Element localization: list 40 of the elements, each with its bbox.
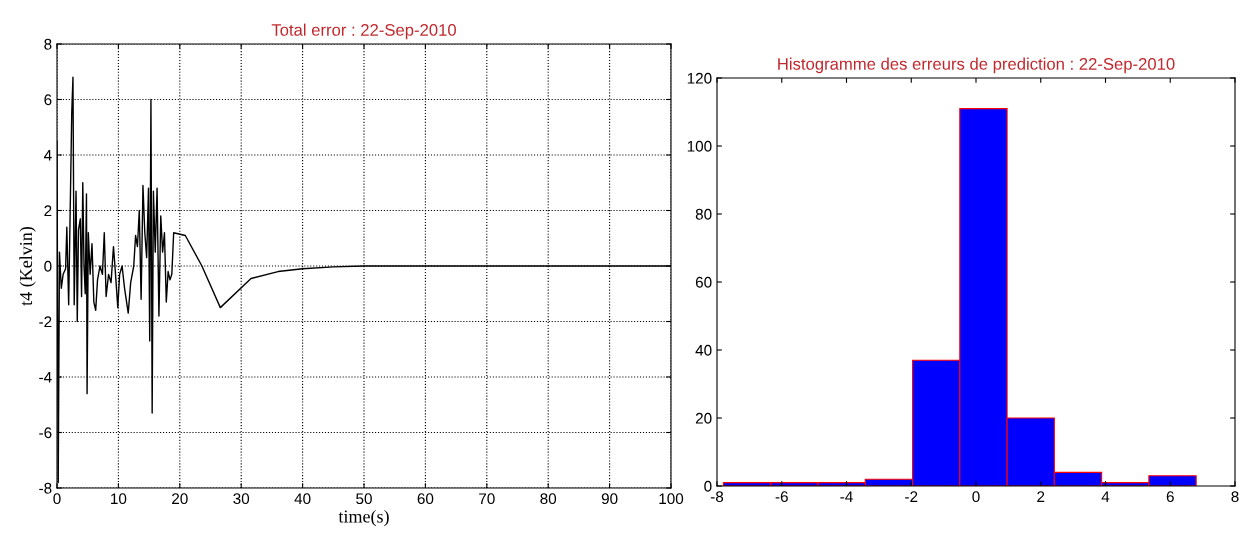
y-tick-label: 8 [44,38,52,50]
y-tick-label: 2 [44,205,52,217]
x-tick-label: 50 [356,493,372,505]
x-tick-label: 40 [294,493,311,505]
x-tick-label: 70 [479,493,495,505]
x-tick-label: -4 [840,491,853,502]
y-tick-label: 0 [44,260,52,272]
x-tick-label: -8 [710,491,724,503]
x-tick-label: 6 [1166,491,1174,503]
x-tick-label: -6 [775,491,788,503]
y-tick-label: 20 [695,412,712,424]
x-tick-label: 20 [172,493,188,505]
x-tick-label: 0 [53,493,61,505]
x-tick-label: 0 [972,491,980,503]
x-axis-title: time(s) [338,509,389,527]
y-tick-label: 6 [44,94,52,106]
y-tick-label: 100 [687,140,712,152]
y-tick-label: 120 [687,72,712,84]
y-axis-title: t4 (Kelvin) [19,226,36,306]
y-tick-label: 4 [43,150,52,161]
y-tick-label: 40 [695,344,712,356]
y-tick-label: -4 [39,372,52,383]
x-tick-label: 10 [111,493,127,505]
chart-title: Total error : 22-Sep-2010 [271,23,456,40]
y-tick-label: 80 [695,208,712,220]
x-tick-label: 8 [1231,491,1239,503]
x-tick-label: 100 [659,493,684,505]
y-tick-label: 0 [704,480,712,492]
y-tick-label: 60 [695,276,712,288]
y-tick-label: -6 [39,427,52,439]
x-tick-label: 90 [601,493,618,505]
x-tick-label: 80 [540,493,557,505]
y-tick-label: -2 [39,316,52,328]
x-tick-label: 4 [1101,491,1110,502]
chart-title: Histogramme des erreurs de prediction : 22-Sep-2010 [778,57,1175,74]
y-tick-label: -8 [39,482,52,494]
x-tick-label: 2 [1037,491,1045,502]
x-tick-label: -2 [905,491,918,502]
x-tick-label: 30 [233,493,250,505]
x-tick-label: 60 [417,493,434,505]
